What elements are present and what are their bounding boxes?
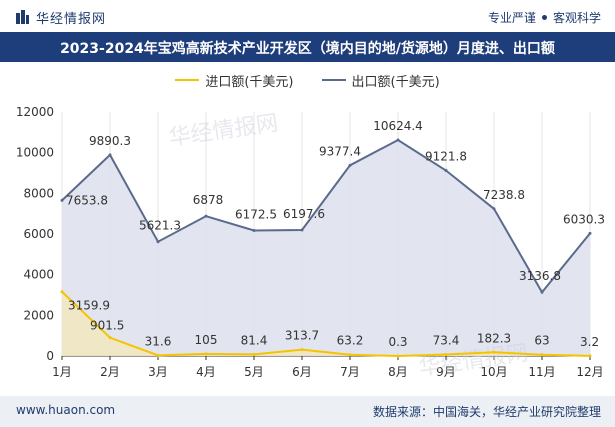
export-data-point — [204, 214, 208, 218]
export-data-point — [156, 240, 160, 244]
footer-source: 数据来源：中国海关，华经产业研究院整理 — [372, 405, 601, 419]
x-tick-label: 7月 — [340, 365, 360, 379]
y-tick-label: 12000 — [16, 105, 54, 119]
x-tick-label: 11月 — [528, 365, 555, 379]
export-data-label: 9377.4 — [319, 144, 361, 158]
import-data-point — [156, 353, 160, 357]
legend-label-export: 出口额(千美元) — [351, 74, 440, 90]
x-tick-label: 4月 — [196, 365, 216, 379]
y-tick-label: 10000 — [16, 146, 54, 160]
import-data-point — [204, 352, 208, 356]
import-data-label: 105 — [195, 333, 218, 347]
x-tick-label: 2月 — [100, 365, 120, 379]
export-data-label: 6878 — [193, 193, 224, 207]
export-data-point — [348, 163, 352, 167]
import-data-label: 31.6 — [145, 334, 172, 348]
title-bar: 2023-2024年宝鸡高新技术产业开发区（境内目的地/货源地）月度进、出口额 — [0, 32, 615, 62]
import-data-label: 3159.9 — [68, 299, 110, 313]
import-area — [62, 291, 590, 356]
import-data-label: 901.5 — [90, 319, 124, 333]
legend-swatch-import — [175, 79, 200, 81]
export-data-point — [300, 228, 304, 232]
y-tick-label: 6000 — [23, 227, 54, 241]
brand-name: 华经情报网 — [36, 11, 107, 27]
import-series-line — [61, 291, 591, 357]
export-data-label: 3136.8 — [519, 269, 561, 283]
x-tick-label: 8月 — [388, 365, 408, 379]
chart-legend: 进口额(千美元) 出口额(千美元) — [0, 70, 615, 90]
x-tick-label: 12月 — [576, 365, 603, 379]
dot-separator-icon — [541, 15, 547, 20]
export-data-point — [492, 207, 496, 211]
export-data-label: 6172.5 — [235, 207, 277, 221]
import-data-point — [252, 352, 256, 356]
import-data-label: 182.3 — [477, 331, 511, 345]
x-tick-label: 10月 — [480, 365, 507, 379]
export-data-point — [60, 198, 64, 202]
import-data-point — [444, 353, 448, 357]
y-tick-label: 2000 — [23, 308, 54, 322]
y-tick-label: 0 — [46, 349, 54, 363]
legend-item-export[interactable]: 出口额(千美元) — [321, 71, 440, 90]
footer-website[interactable]: www.huaon.com — [16, 403, 116, 417]
legend-label-import: 进口额(千美元) — [205, 74, 294, 90]
top-bar: 华经情报网 专业严谨 客观科学 — [0, 0, 615, 32]
export-data-point — [444, 169, 448, 173]
import-data-point — [108, 336, 112, 340]
tagline-left: 专业严谨 — [487, 11, 536, 25]
x-tick-label: 9月 — [436, 365, 456, 379]
import-data-point — [300, 348, 304, 352]
chart-title: 2023-2024年宝鸡高新技术产业开发区（境内目的地/货源地）月度进、出口额 — [60, 41, 555, 57]
import-data-label: 313.7 — [285, 329, 319, 343]
export-data-point — [252, 228, 256, 232]
import-data-label: 73.4 — [433, 334, 460, 348]
export-data-point — [396, 138, 400, 142]
import-data-label: 63 — [534, 334, 549, 348]
export-data-label: 7238.8 — [483, 188, 525, 202]
export-data-label: 9890.3 — [89, 134, 131, 148]
tagline-right: 客观科学 — [552, 11, 601, 25]
export-area — [62, 139, 590, 356]
brand-logo[interactable]: 华经情报网 — [16, 8, 107, 27]
import-data-label: 63.2 — [337, 334, 364, 348]
export-data-label: 5621.3 — [139, 219, 181, 233]
line-chart: 0 2000 4000 6000 8000 10000 12000 1月 2月 3月 4月 5月 6月 7… — [16, 105, 605, 381]
import-data-point — [588, 354, 592, 358]
export-data-label: 10624.4 — [373, 119, 423, 133]
legend-swatch-export — [321, 79, 346, 81]
export-data-label: 6197.6 — [283, 207, 325, 221]
import-data-point — [348, 353, 352, 357]
export-series-line — [61, 138, 591, 294]
export-data-point — [588, 231, 592, 235]
x-tick-label: 1月 — [52, 365, 72, 379]
import-data-label: 3.2 — [580, 335, 599, 349]
watermark-logo: 华经情报网 — [167, 111, 279, 151]
export-data-label: 6030.3 — [563, 212, 605, 226]
x-tick-label: 6月 — [292, 365, 312, 379]
legend-item-import[interactable]: 进口额(千美元) — [175, 71, 294, 90]
import-data-point — [540, 353, 544, 357]
footer: www.huaon.com 数据来源：中国海关，华经产业研究院整理 — [0, 396, 615, 427]
export-data-point — [108, 153, 112, 157]
export-data-label: 7653.8 — [66, 193, 108, 207]
x-tick-label: 3月 — [148, 365, 168, 379]
tagline: 专业严谨 客观科学 — [488, 9, 601, 26]
import-data-label: 0.3 — [388, 335, 407, 349]
import-data-point — [396, 354, 400, 358]
export-data-point — [540, 290, 544, 294]
y-tick-label: 8000 — [23, 186, 54, 200]
import-data-label: 81.4 — [241, 333, 268, 347]
bar-chart-icon — [16, 10, 29, 24]
y-tick-label: 4000 — [23, 268, 54, 282]
import-data-point — [492, 350, 496, 354]
import-data-point — [60, 290, 64, 294]
export-data-label: 9121.8 — [425, 150, 467, 164]
x-tick-label: 5月 — [244, 365, 264, 379]
